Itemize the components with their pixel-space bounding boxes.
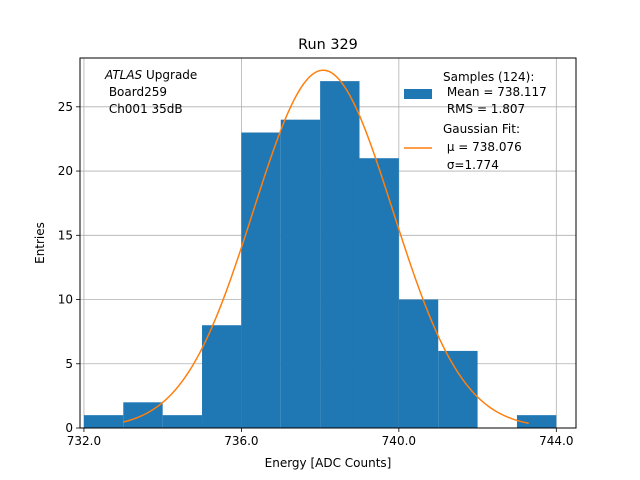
legend-histogram-swatch (404, 89, 432, 99)
x-tick-label-2: 740.0 (382, 434, 416, 448)
histogram-bar-3 (202, 325, 241, 428)
legend-fit-line-3: σ=1.774 (443, 158, 499, 172)
legend-hist-line-2: Mean = 738.117 (443, 85, 547, 99)
y-tick-label-1: 5 (65, 357, 73, 371)
x-tick-label-3: 744.0 (539, 434, 573, 448)
histogram-bar-2 (163, 415, 202, 428)
x-axis-label: Energy [ADC Counts] (265, 456, 392, 470)
y-tick-label-5: 25 (58, 100, 73, 114)
y-tick-label-4: 20 (58, 164, 73, 178)
x-tick-label-1: 736.0 (224, 434, 258, 448)
histogram-bar-7 (359, 158, 398, 428)
legend-fit-line-1: Gaussian Fit: (443, 122, 520, 136)
annotation-line-1: ATLAS Upgrade (104, 68, 197, 82)
annotation-line-2: Board259 (105, 85, 167, 99)
legend-fit-line-2: μ = 738.076 (443, 140, 522, 154)
histogram-bar-5 (281, 120, 320, 428)
x-tick-label-0: 732.0 (67, 434, 101, 448)
histogram-bar-4 (241, 133, 280, 428)
chart-title: Run 329 (298, 37, 358, 53)
histogram-bar-0 (84, 415, 123, 428)
y-axis-label: Entries (33, 222, 47, 264)
annotation-atlas-italic: ATLAS (104, 68, 143, 82)
y-tick-label-2: 10 (58, 293, 73, 307)
histogram-bar-6 (320, 81, 359, 428)
legend-hist-line-3: RMS = 1.807 (443, 102, 525, 116)
y-tick-label-3: 15 (58, 228, 73, 242)
histogram-bar-8 (399, 300, 438, 428)
histogram-bar-9 (438, 351, 477, 428)
annotation-line-3: Ch001 35dB (105, 102, 183, 116)
annotation-upgrade: Upgrade (142, 68, 197, 82)
legend-hist-line-1: Samples (124): (443, 70, 534, 84)
y-tick-label-0: 0 (65, 421, 73, 435)
